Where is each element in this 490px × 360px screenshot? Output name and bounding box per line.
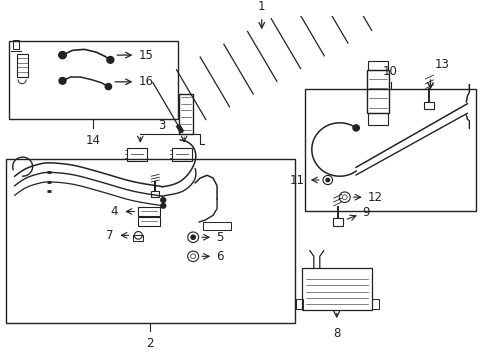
Bar (179, 94, 193, 134)
Circle shape (161, 198, 166, 202)
Bar (13, 40, 19, 49)
Text: 16: 16 (138, 75, 153, 88)
Circle shape (353, 125, 359, 131)
Text: 2: 2 (147, 337, 154, 350)
Circle shape (191, 235, 196, 239)
Circle shape (59, 77, 66, 84)
Text: 6: 6 (216, 250, 223, 263)
Circle shape (59, 51, 66, 59)
Bar (371, 299, 379, 309)
Text: 8: 8 (333, 327, 341, 340)
Bar (172, 148, 192, 161)
Text: 11: 11 (290, 174, 305, 186)
Bar (302, 268, 371, 310)
Bar (368, 61, 388, 70)
Bar (17, 54, 27, 77)
Circle shape (107, 57, 114, 63)
Bar (367, 70, 389, 113)
Text: 3: 3 (159, 120, 166, 132)
Bar (368, 113, 388, 125)
Bar (305, 89, 476, 211)
Bar (9, 41, 178, 119)
Circle shape (161, 203, 166, 208)
Text: 9: 9 (363, 206, 370, 219)
Bar (296, 299, 303, 309)
Text: 14: 14 (86, 134, 101, 147)
Text: 7: 7 (106, 229, 113, 242)
Text: 12: 12 (368, 191, 383, 204)
Text: 4: 4 (111, 205, 119, 218)
Text: 15: 15 (138, 49, 153, 62)
Bar (127, 148, 147, 161)
Circle shape (105, 84, 112, 90)
Bar (133, 235, 143, 241)
Bar (138, 207, 160, 216)
Circle shape (326, 178, 330, 182)
Bar (6, 159, 295, 323)
Text: 1: 1 (258, 0, 266, 13)
Bar (138, 217, 160, 226)
Text: 10: 10 (383, 65, 398, 78)
Text: 13: 13 (435, 58, 449, 71)
Text: 5: 5 (216, 231, 223, 244)
Bar (203, 222, 231, 230)
